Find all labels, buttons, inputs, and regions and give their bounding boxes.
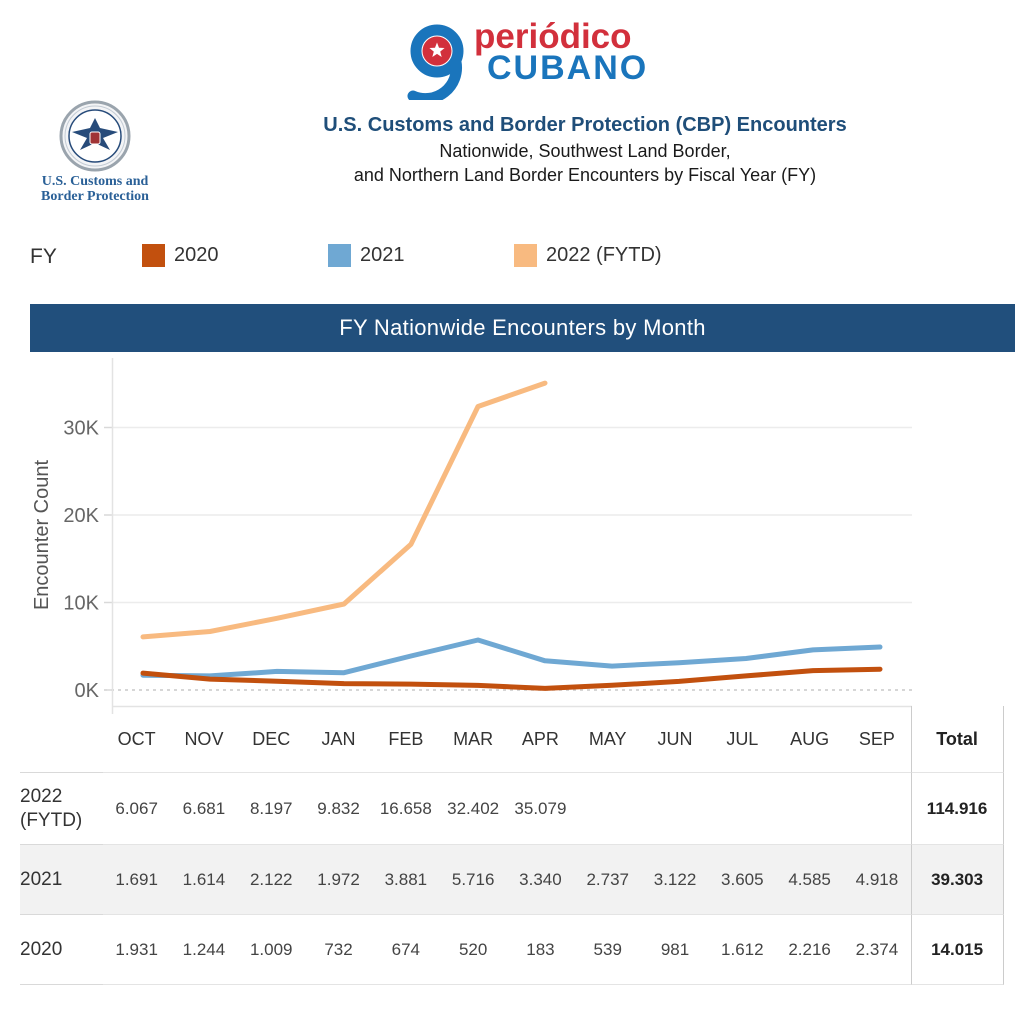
- legend-item-2022-fytd: 2022 (FYTD): [514, 244, 662, 267]
- table-cell-2020-jun: 981: [641, 915, 709, 985]
- y-tick-label: 0K: [75, 680, 100, 702]
- table-cell-2022-fytd-apr: 35.079: [506, 773, 575, 845]
- encounters-table: OCT NOV DEC JAN FEB MAR APR MAY JUN JUL AUG SEP Tota…: [20, 706, 1004, 985]
- table-cell-2020-oct: 1.931: [103, 915, 171, 985]
- table-cell-2021-sep: 4.918: [843, 845, 911, 915]
- fy-legend: FY 2020 2021 2022 (FYTD): [0, 244, 1024, 274]
- table-cell-2022-fytd-sep: [843, 773, 911, 845]
- table-total-2021: 39.303: [910, 845, 1004, 915]
- periodico-cubano-logo: periódico CUBANO: [402, 17, 649, 100]
- seal-caption-line2: Border Protection: [41, 189, 149, 204]
- cbp-seal-icon: [59, 100, 131, 172]
- table-cell-2022-fytd-jan: 9.832: [304, 773, 373, 845]
- table-row-label-2020: 2020: [20, 915, 103, 985]
- y-axis-title: Encounter Count: [31, 460, 53, 611]
- table-header-total: Total: [910, 706, 1004, 773]
- table-header-mar: MAR: [439, 706, 507, 773]
- cbp-seal: U.S. Customs and Border Protection: [35, 100, 155, 204]
- table-cell-2022-fytd-may: [574, 773, 642, 845]
- table-header-may: MAY: [574, 706, 642, 773]
- legend-item-2021: 2021: [328, 244, 405, 267]
- table-cell-2020-nov: 1.244: [170, 915, 238, 985]
- table-corner-cell: [20, 706, 103, 773]
- table-total-2020: 14.015: [910, 915, 1004, 985]
- page-title: U.S. Customs and Border Protection (CBP)…: [323, 114, 847, 136]
- table-cell-2022-fytd-jun: [641, 773, 709, 845]
- table-header-oct: OCT: [103, 706, 171, 773]
- table-row-label-2022-fytd: 2022 (FYTD): [20, 773, 103, 845]
- table-cell-2022-fytd-nov: 6.681: [170, 773, 238, 845]
- table-row-label-2021: 2021: [20, 845, 103, 915]
- table-cell-2022-fytd-dec: 8.197: [237, 773, 305, 845]
- series-line-2021: [140, 637, 883, 679]
- table-total-2022-fytd: 114.916: [910, 773, 1004, 845]
- table-header-jan: JAN: [304, 706, 373, 773]
- table-cell-2021-aug: 4.585: [775, 845, 844, 915]
- table-cell-2020-aug: 2.216: [775, 915, 844, 985]
- table-cell-2021-dec: 2.122: [237, 845, 305, 915]
- table-cell-2022-fytd-feb: 16.658: [372, 773, 440, 845]
- table-cell-2020-jan: 732: [304, 915, 373, 985]
- seal-caption-line1: U.S. Customs and: [41, 174, 149, 189]
- logo-word-periodico: periódico: [474, 17, 632, 56]
- table-cell-2020-dec: 1.009: [237, 915, 305, 985]
- cbp-seal-caption: U.S. Customs and Border Protection: [35, 174, 155, 204]
- logo-word-cubano: CUBANO: [487, 49, 649, 87]
- legend-item-2020: 2020: [142, 244, 219, 267]
- series-line-2020: [140, 666, 883, 691]
- table-header-dec: DEC: [237, 706, 305, 773]
- table-header-jul: JUL: [708, 706, 776, 773]
- table-header-jun: JUN: [641, 706, 709, 773]
- chart-title: FY Nationwide Encounters by Month: [339, 315, 706, 340]
- periodico-cubano-logo-icon: [407, 24, 464, 100]
- header-title-block: U.S. Customs and Border Protection (CBP)…: [170, 112, 1000, 187]
- legend-item-label: 2020: [174, 244, 219, 266]
- table-header-aug: AUG: [775, 706, 844, 773]
- table-cell-2021-may: 2.737: [574, 845, 642, 915]
- chart-title-bar: FY Nationwide Encounters by Month: [30, 304, 1015, 352]
- table-header-apr: APR: [506, 706, 575, 773]
- legend-item-label: 2021: [360, 244, 405, 266]
- legend-swatch-2022-fytd: [514, 244, 537, 267]
- table-cell-2020-sep: 2.374: [843, 915, 911, 985]
- table-cell-2021-nov: 1.614: [170, 845, 238, 915]
- table-header-nov: NOV: [170, 706, 238, 773]
- table-cell-2020-mar: 520: [439, 915, 507, 985]
- encounters-line-chart: 0K 10K 20K 30K Encounter Count: [31, 358, 912, 714]
- legend-fy-label: FY: [30, 245, 57, 268]
- table-cell-2021-jun: 3.122: [641, 845, 709, 915]
- table-cell-2022-fytd-jul: [708, 773, 776, 845]
- table-cell-2021-apr: 3.340: [506, 845, 575, 915]
- legend-swatch-2020: [142, 244, 165, 267]
- table-cell-2022-fytd-aug: [775, 773, 844, 845]
- table-cell-2020-jul: 1.612: [708, 915, 776, 985]
- table-cell-2021-jan: 1.972: [304, 845, 373, 915]
- y-tick-label: 30K: [63, 418, 99, 440]
- table-cell-2021-mar: 5.716: [439, 845, 507, 915]
- legend-swatch-2021: [328, 244, 351, 267]
- table-cell-2022-fytd-oct: 6.067: [103, 773, 171, 845]
- y-tick-label: 10K: [63, 593, 99, 615]
- page-subtitle-line2: and Northern Land Border Encounters by F…: [353, 165, 817, 185]
- table-cell-2021-feb: 3.881: [372, 845, 440, 915]
- table-header-sep: SEP: [843, 706, 911, 773]
- table-cell-2021-jul: 3.605: [708, 845, 776, 915]
- y-tick-label: 20K: [63, 505, 99, 527]
- logo-wordmark: periódico CUBANO: [474, 17, 649, 100]
- table-cell-2020-may: 539: [574, 915, 642, 985]
- table-header-feb: FEB: [372, 706, 440, 773]
- series-line-2022-fytd: [140, 380, 548, 640]
- legend-item-label: 2022 (FYTD): [546, 244, 662, 266]
- table-cell-2020-apr: 183: [506, 915, 575, 985]
- page-subtitle-line1: Nationwide, Southwest Land Border,: [439, 141, 731, 161]
- table-cell-2022-fytd-mar: 32.402: [439, 773, 507, 845]
- table-cell-2020-feb: 674: [372, 915, 440, 985]
- table-cell-2021-oct: 1.691: [103, 845, 171, 915]
